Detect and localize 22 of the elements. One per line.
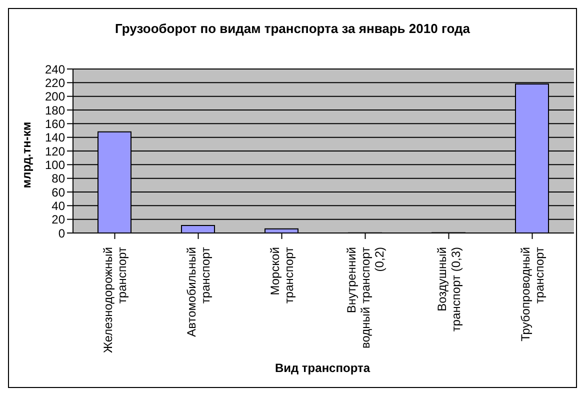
y-tick-label: 20 [52, 212, 66, 227]
y-axis-title: млрд.тн-км [19, 122, 33, 188]
x-tick-label: Железнодорожный транспорт [100, 246, 129, 354]
y-tick-label: 220 [44, 76, 66, 90]
y-tick-label: 40 [52, 198, 66, 213]
y-tick-label: 200 [44, 90, 66, 104]
x-tick-label: Трубопроводный транспорт [518, 246, 546, 342]
y-tick-label: 60 [52, 185, 66, 200]
x-tick-label: Автомобильный транспорт [184, 246, 212, 337]
y-tick-label: 180 [44, 103, 66, 118]
y-tick-label: 100 [44, 158, 66, 172]
y-tick-label: 120 [44, 144, 66, 158]
x-tick-label: Внутренний водный транспорт (0,2) [344, 246, 386, 348]
y-tick-label: 160 [44, 116, 66, 131]
y-tick-label: 0 [58, 226, 66, 240]
x-tick-label: Воздушный транспорт (0,3) [434, 247, 463, 332]
y-tick-label: 80 [52, 172, 66, 186]
x-axis-title: Вид транспорта [274, 361, 372, 375]
y-tick-label: 240 [44, 62, 66, 76]
x-tick-label: Морской транспорт [268, 246, 296, 304]
y-tick-label: 140 [44, 130, 66, 145]
chart-title: Грузооборот по видам транспорта за январь 2010 года [114, 21, 471, 36]
